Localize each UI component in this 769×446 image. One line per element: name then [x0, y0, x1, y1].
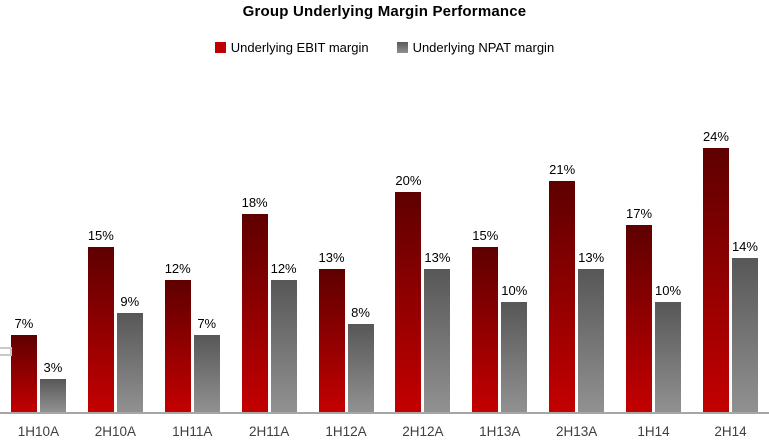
bar-group-1H12A: 13% 8% — [308, 148, 385, 412]
data-label-npat-1H10A: 3% — [43, 360, 63, 375]
legend-swatch-npat-icon — [396, 42, 408, 53]
x-axis-line — [0, 412, 769, 414]
data-label-ebit-2H11A: 18% — [241, 195, 268, 210]
bar-ebit-2H11A: 18% — [242, 195, 268, 412]
bar-groups: 7% 3% 15% 9% 12% 7% 18% 12% 13% 8% 20% 13% 15% 10% 21%… — [0, 129, 769, 412]
data-label-npat-1H14: 10% — [655, 283, 682, 298]
bar-npat-2H11A: 12% — [271, 261, 297, 412]
data-label-ebit-2H13A: 21% — [549, 162, 576, 177]
legend-label-ebit: Underlying EBIT margin — [230, 40, 369, 55]
bar-ebit-2H14: 24% — [703, 129, 729, 412]
data-label-npat-2H11A: 12% — [270, 261, 297, 276]
chart-title: Group Underlying Margin Performance — [242, 3, 527, 20]
data-label-npat-1H11A: 7% — [197, 316, 217, 331]
bar-ebit-2H13A: 21% — [549, 162, 575, 412]
bar-ebit-1H11A: 12% — [165, 261, 191, 412]
data-label-ebit-1H10A: 7% — [14, 316, 34, 331]
x-axis-label-1H11A: 1H11A — [172, 424, 213, 439]
data-label-npat-1H12A: 8% — [351, 305, 370, 320]
bar-group-2H10A: 15% 9% — [77, 148, 154, 412]
bar-npat-2H10A: 9% — [116, 294, 143, 412]
clipped-artifact — [0, 347, 12, 356]
bar-npat-2H12A: 13% — [424, 250, 450, 412]
x-axis-label-2H12A: 2H12A — [402, 424, 444, 439]
x-axis-label-1H12A: 1H12A — [325, 424, 367, 439]
x-axis-label-1H14: 1H14 — [637, 424, 670, 439]
bar-ebit-1H10A: 7% — [10, 316, 37, 412]
data-label-ebit-2H14: 24% — [702, 129, 729, 144]
bar-group-1H14: 17% 10% — [615, 148, 692, 412]
x-axis-label-1H13A: 1H13A — [479, 424, 521, 439]
bar-ebit-1H12A: 13% — [318, 250, 345, 412]
bar-npat-1H10A: 3% — [39, 360, 66, 412]
data-label-ebit-1H14: 17% — [626, 206, 653, 221]
bar-group-2H12A: 20% 13% — [384, 148, 461, 412]
x-axis-label-2H14: 2H14 — [714, 424, 747, 439]
bar-group-2H11A: 18% 12% — [231, 148, 308, 412]
x-axis-label-2H13A: 2H13A — [556, 424, 598, 439]
bar-npat-2H14: 14% — [732, 239, 758, 412]
data-label-npat-1H13A: 10% — [501, 283, 528, 298]
legend-item-ebit: Underlying EBIT margin — [214, 40, 369, 55]
bar-npat-1H13A: 10% — [501, 283, 527, 412]
bar-ebit-1H13A: 15% — [472, 228, 498, 412]
bar-npat-1H14: 10% — [655, 283, 681, 412]
x-axis-labels: 1H10A 2H10A 1H11A 2H11A 1H12A 2H12A 1H13A 2H13A… — [0, 424, 769, 439]
bar-group-1H10A: 7% 3% — [0, 148, 77, 412]
data-label-ebit-2H10A: 15% — [87, 228, 114, 243]
bar-group-1H13A: 15% 10% — [461, 148, 538, 412]
legend: Underlying EBIT margin Underlying NPAT m… — [0, 40, 769, 55]
x-axis-label-1H10A: 1H10A — [17, 424, 60, 439]
bar-npat-2H13A: 13% — [578, 250, 604, 412]
bar-group-2H13A: 21% 13% — [538, 148, 615, 412]
bar-group-2H14: 24% 14% — [692, 129, 769, 412]
data-label-npat-2H12A: 13% — [424, 250, 451, 265]
bar-npat-1H11A: 7% — [193, 316, 220, 412]
data-label-ebit-1H11A: 12% — [164, 261, 191, 276]
x-axis-label-2H11A: 2H11A — [248, 424, 290, 439]
data-label-ebit-1H12A: 13% — [318, 250, 345, 265]
legend-item-npat: Underlying NPAT margin — [396, 40, 555, 55]
bar-npat-1H12A: 8% — [347, 305, 374, 412]
bar-ebit-2H10A: 15% — [88, 228, 114, 412]
data-label-ebit-1H13A: 15% — [472, 228, 499, 243]
legend-label-npat: Underlying NPAT margin — [412, 40, 555, 55]
bar-group-1H11A: 12% 7% — [154, 148, 231, 412]
data-label-npat-2H14: 14% — [731, 239, 758, 254]
legend-swatch-ebit-icon — [214, 42, 226, 53]
x-axis-label-2H10A: 2H10A — [94, 424, 136, 439]
bar-ebit-2H12A: 20% — [395, 173, 421, 412]
bar-ebit-1H14: 17% — [626, 206, 652, 412]
data-label-ebit-2H12A: 20% — [395, 173, 422, 188]
data-label-npat-2H10A: 9% — [120, 294, 140, 309]
data-label-npat-2H13A: 13% — [578, 250, 605, 265]
